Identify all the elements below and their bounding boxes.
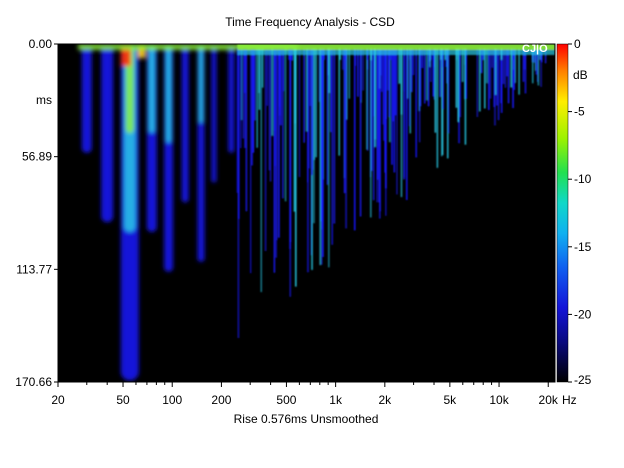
- x-axis-label: Rise 0.576ms Unsmoothed: [234, 412, 379, 426]
- y-tick-label: 56.89: [22, 150, 52, 164]
- y-tick-label: 0.00: [29, 37, 53, 51]
- x-tick-label: 1k: [329, 393, 343, 407]
- watermark: CJ|O: [522, 43, 548, 55]
- x-tick-label: 500: [276, 393, 296, 407]
- x-tick-label: 200: [211, 393, 231, 407]
- colorbar-ticks: 0 -5 -10 -15 -20 -25: [568, 37, 592, 387]
- chart-title: Time Frequency Analysis - CSD: [225, 15, 395, 29]
- colorbar-tick-label: 0: [574, 37, 581, 51]
- x-tick-label: 100: [162, 393, 182, 407]
- x-tick-label: 10k: [489, 393, 509, 407]
- x-unit-label: Hz: [562, 393, 577, 407]
- y-axis: 0.00 56.89 113.77 170.66: [15, 37, 58, 389]
- x-tick-label: 20k: [539, 393, 559, 407]
- high-frequency-decay: [236, 44, 555, 338]
- x-tick-label: 50: [116, 393, 130, 407]
- colorbar-tick-label: -25: [574, 373, 592, 387]
- colorbar: [556, 43, 569, 383]
- heatmap-marks: [78, 44, 555, 381]
- y-tick-label: 113.77: [16, 262, 52, 276]
- colorbar-tick-label: -15: [574, 240, 592, 254]
- y-unit-label: ms: [36, 93, 52, 107]
- low-frequency-decay: [78, 44, 298, 381]
- plot-frame: [57, 43, 556, 383]
- x-tick-label: 5k: [444, 393, 458, 407]
- colorbar-tick-label: -10: [574, 172, 592, 186]
- x-tick-label: 20: [51, 393, 65, 407]
- y-tick-label: 170.66: [15, 375, 52, 389]
- colorbar-tick-label: -20: [574, 307, 592, 321]
- x-axis: 20 50 100 200 500 1k 2k 5k 10k 20k: [51, 382, 559, 407]
- colorbar-tick-label: -5: [574, 105, 585, 119]
- colorbar-label: dB: [573, 68, 588, 82]
- x-tick-label: 2k: [378, 393, 392, 407]
